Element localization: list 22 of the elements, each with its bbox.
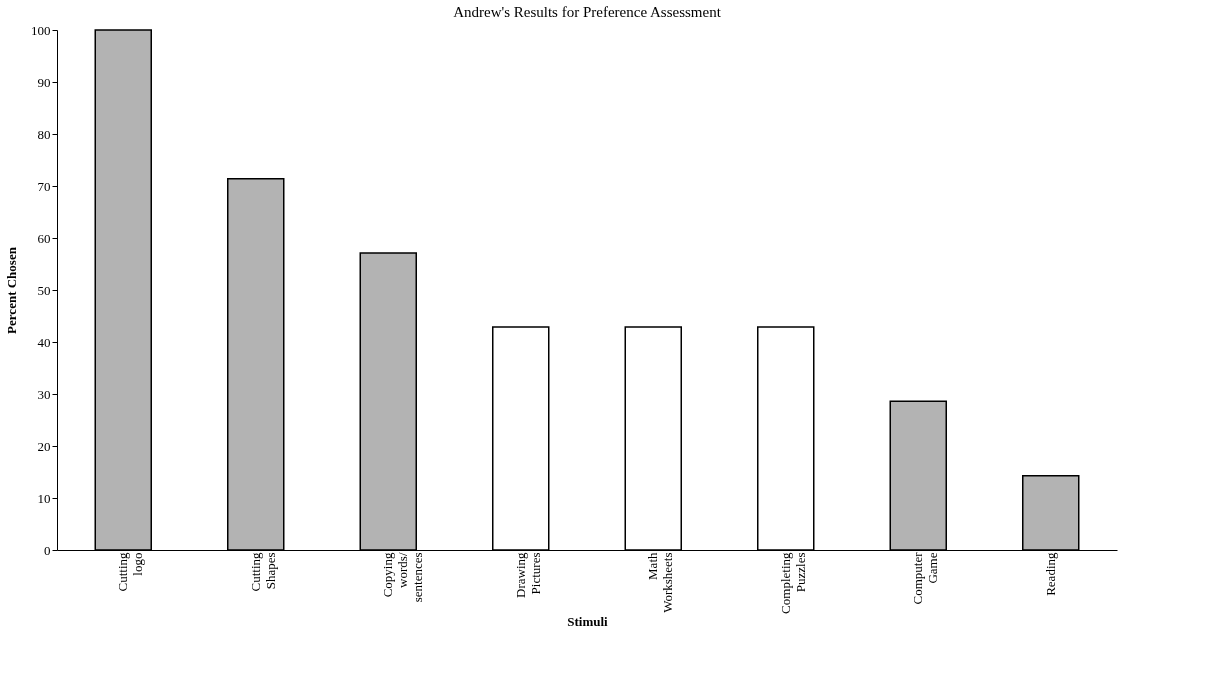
x-tick-label: Cutting Shapes [247,552,278,592]
y-tick-label: 80 [37,126,51,142]
y-tick-label: 40 [37,334,51,350]
x-tick-label: Math Worksheets [645,552,676,613]
y-tick-label: 10 [37,490,51,506]
x-tick-label: Copying words/ sentences [380,552,426,603]
y-tick-label: 60 [37,230,51,246]
x-tick-label: Computer Game [910,551,941,605]
chart-title: Andrew's Results for Preference Assessment [453,4,722,20]
x-axis-title: Stimuli [567,613,609,629]
x-tick-label: Cutting logo [115,552,146,592]
y-axis-title: Percent Chosen [4,246,19,334]
x-tick-label: Reading [1042,552,1058,596]
x-tick-label: Drawing Pictures [512,552,543,598]
y-tick-label: 90 [37,74,51,90]
y-tick-label: 50 [37,282,51,298]
y-tick-label: 70 [37,178,51,194]
y-tick-label: 0 [44,542,51,558]
y-tick-label: 30 [37,386,51,402]
y-tick-label: 100 [31,22,51,38]
x-tick-label: Completing Puzzles [777,552,808,614]
y-tick-label: 20 [37,438,51,454]
